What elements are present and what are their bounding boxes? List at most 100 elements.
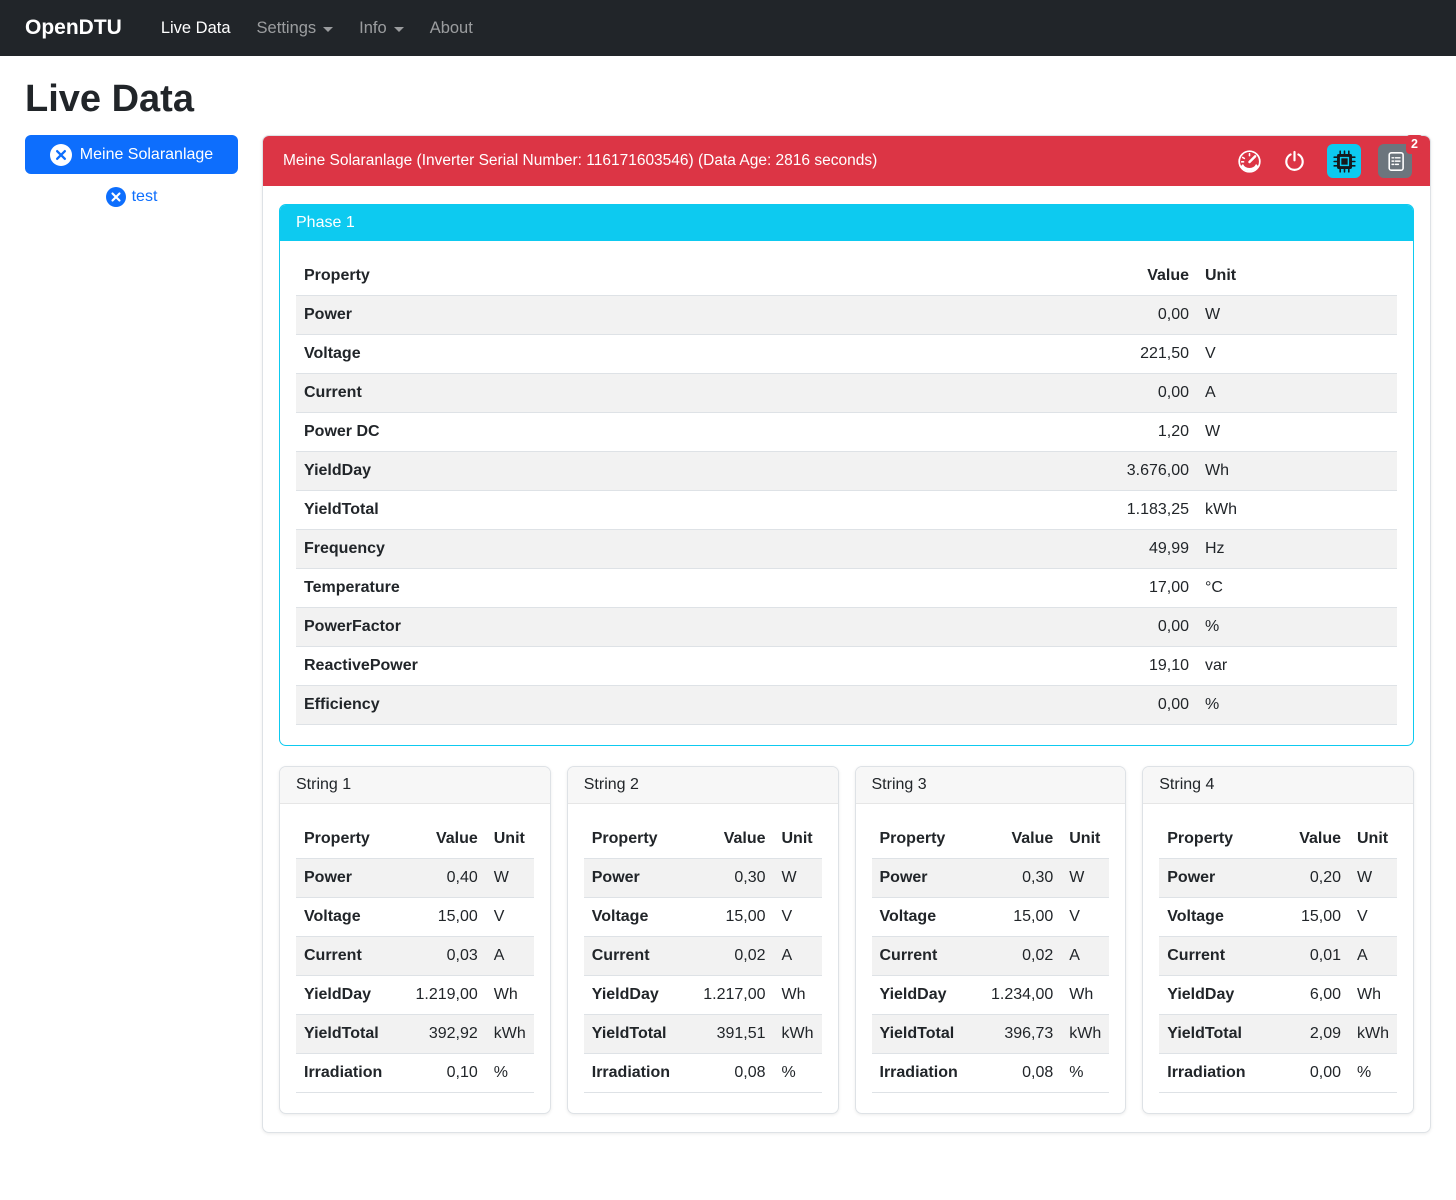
property-cell: Efficiency (296, 685, 1047, 725)
inverter-selector: Meine Solaranlage test (25, 135, 238, 207)
value-cell: 2,09 (1261, 1014, 1349, 1054)
property-cell: Current (296, 373, 1047, 413)
value-cell: 0,30 (685, 858, 774, 898)
property-cell: Power (1159, 858, 1261, 898)
inverter-link-label: test (131, 188, 158, 205)
nav-item-settings[interactable]: Settings (244, 11, 347, 46)
value-cell: 3.676,00 (1047, 451, 1197, 491)
value-cell: 0,01 (1261, 936, 1349, 976)
journal-icon (1387, 151, 1404, 171)
column-unit: Unit (1061, 820, 1110, 859)
table-row: Irradiation 0,00% (1159, 1053, 1397, 1093)
inverter-button-label: Meine Solaranlage (79, 145, 214, 163)
table-header-row: Property Value Unit (296, 257, 1397, 296)
table-row: Current 0,02 A (871, 936, 1110, 976)
string-card-3: String 3 Property Value Unit (854, 766, 1127, 1114)
unit-cell: Wh (485, 975, 534, 1015)
table-row: Power 0,40 W (296, 858, 534, 898)
property-cell: YieldDay (1159, 975, 1261, 1015)
unit-cell: A (1061, 936, 1110, 976)
navbar: OpenDTU Live Data Settings Info About (0, 0, 1456, 56)
unit-cell: V (1061, 897, 1110, 937)
string-card-header: String 2 (567, 767, 838, 804)
value-cell: 0,02 (973, 936, 1062, 976)
table-row: Current 0,03 A (296, 936, 534, 976)
property-cell: Voltage (296, 897, 398, 937)
nav-item-label: Settings (256, 18, 317, 37)
property-cell: Voltage (296, 334, 1047, 374)
property-cell: YieldTotal (583, 1014, 686, 1054)
property-cell: YieldDay (296, 451, 1047, 491)
nav-item-about[interactable]: About (417, 11, 486, 46)
value-cell: 221,50 (1047, 334, 1197, 374)
inverter-link-test[interactable]: test (105, 187, 158, 207)
table-row: Voltage 15,00 V (1159, 897, 1397, 937)
nav-item-live-data[interactable]: Live Data (148, 11, 244, 46)
table-row: YieldTotal 2,09 kWh (1159, 1014, 1397, 1054)
unit-cell: % (773, 1053, 822, 1093)
value-cell: 1.219,00 (397, 975, 486, 1015)
unit-cell: kWh (773, 1014, 822, 1054)
table-row: YieldDay 1.219,00 Wh (296, 975, 534, 1015)
table-row: YieldTotal 396,73 kWh (871, 1014, 1110, 1054)
inverter-button-meine-solaranlage[interactable]: Meine Solaranlage (25, 135, 238, 174)
column-property: Property (583, 820, 686, 859)
unit-cell: kWh (1061, 1014, 1110, 1054)
string-table: Property Value Unit Power 0,30 W Voltage 15,… (583, 820, 822, 1093)
value-cell: 391,51 (685, 1014, 774, 1054)
speedometer-icon[interactable] (1237, 149, 1262, 174)
value-cell: 15,00 (1261, 897, 1349, 937)
property-cell: Irradiation (296, 1053, 398, 1093)
column-value: Value (1261, 820, 1349, 859)
value-cell: 0,02 (685, 936, 774, 976)
table-row: Irradiation 0,10% (296, 1053, 534, 1093)
property-cell: Power (296, 295, 1047, 335)
table-header-row: Property Value Unit (583, 820, 822, 859)
phase-card-header: Phase 1 (280, 205, 1413, 241)
property-cell: Irradiation (1159, 1053, 1261, 1093)
unit-cell: % (1061, 1053, 1110, 1093)
nav-item-label: About (429, 18, 473, 37)
table-row: Voltage 15,00 V (583, 897, 822, 937)
value-cell: 0,10 (397, 1053, 486, 1093)
value-cell: 15,00 (685, 897, 774, 937)
value-cell: 0,20 (1261, 858, 1349, 898)
unit-cell: Wh (1349, 975, 1397, 1015)
table-row: Efficiency 0,00% (296, 685, 1397, 725)
table-header-row: Property Value Unit (296, 820, 534, 859)
value-cell: 0,03 (397, 936, 486, 976)
column-value: Value (685, 820, 774, 859)
unit-cell: A (773, 936, 822, 976)
table-row: Power 0,30 W (871, 858, 1110, 898)
unit-cell: % (485, 1053, 534, 1093)
string-table: Property Value Unit Power 0,30 W Voltage 15,… (871, 820, 1110, 1093)
event-log-button[interactable]: 2 (1378, 135, 1423, 178)
property-cell: Voltage (871, 897, 974, 937)
power-icon[interactable] (1283, 150, 1306, 173)
value-cell: 17,00 (1047, 568, 1197, 608)
property-cell: YieldTotal (296, 490, 1047, 530)
table-row: YieldDay 6,00 Wh (1159, 975, 1397, 1015)
unit-cell: Wh (1061, 975, 1110, 1015)
table-row: Voltage 15,00 V (296, 897, 534, 937)
table-row: Current 0,00 A (296, 373, 1397, 413)
column-unit: Unit (1197, 257, 1397, 296)
property-cell: Temperature (296, 568, 1047, 608)
unit-cell: A (485, 936, 534, 976)
unit-cell: W (773, 858, 822, 898)
table-row: YieldDay 1.217,00 Wh (583, 975, 822, 1015)
cpu-info-button[interactable] (1327, 144, 1361, 178)
property-cell: PowerFactor (296, 607, 1047, 647)
value-cell: 392,92 (397, 1014, 486, 1054)
string-card-2: String 2 Property Value Unit (566, 766, 839, 1114)
property-cell: Irradiation (871, 1053, 974, 1093)
brand-logo[interactable]: OpenDTU (25, 16, 122, 39)
unit-cell: Wh (773, 975, 822, 1015)
inverter-card-header: Meine Solaranlage (Inverter Serial Numbe… (263, 135, 1430, 186)
nav-item-info[interactable]: Info (346, 11, 417, 46)
unit-cell: var (1197, 646, 1397, 686)
table-row: Irradiation 0,08% (583, 1053, 822, 1093)
property-cell: Frequency (296, 529, 1047, 569)
property-cell: YieldTotal (1159, 1014, 1261, 1054)
unit-cell: V (1349, 897, 1397, 937)
